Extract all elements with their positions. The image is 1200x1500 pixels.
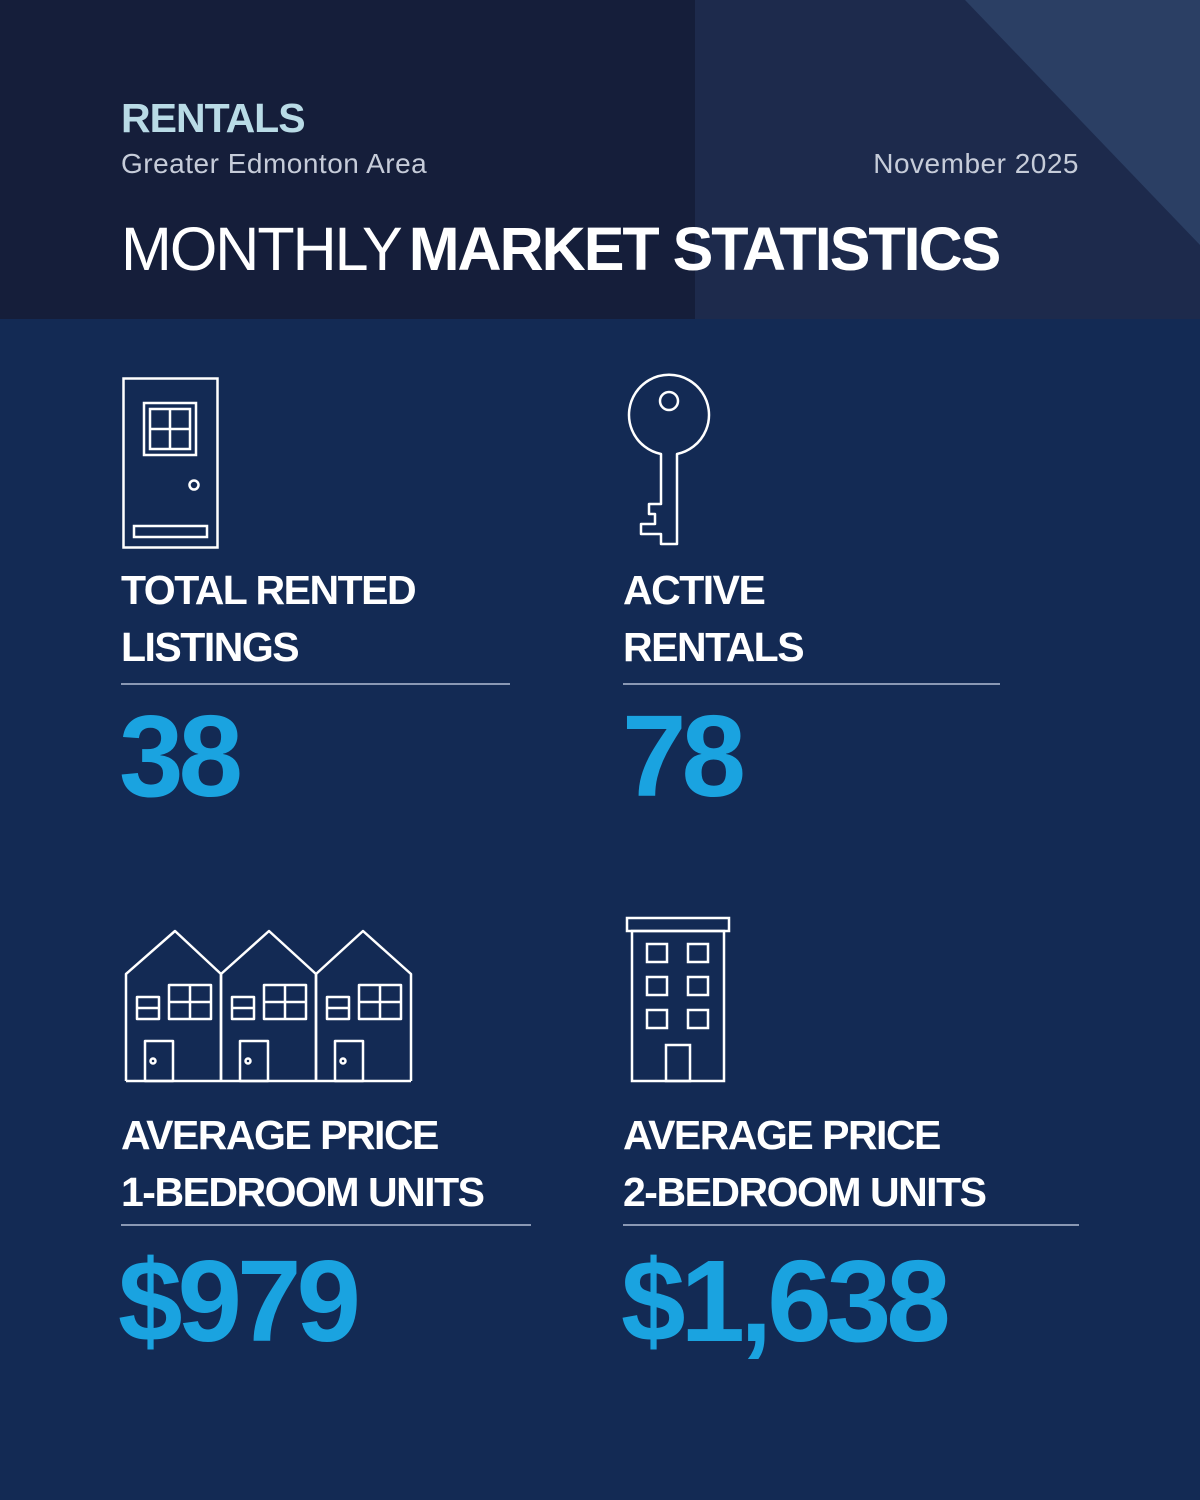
divider [121, 1224, 531, 1226]
stat-label: ACTIVE RENTALS [623, 562, 805, 676]
stat-value: 38 [119, 691, 243, 821]
stat-value: 78 [622, 691, 746, 821]
divider [623, 1224, 1079, 1226]
divider [623, 683, 1000, 685]
divider [121, 683, 510, 685]
stat-label-line2: 1-BEDROOM UNITS [121, 1169, 485, 1215]
stat-label-line1: AVERAGE PRICE [623, 1112, 941, 1158]
stat-label: AVERAGE PRICE 1-BEDROOM UNITS [121, 1107, 485, 1221]
townhouses-icon [124, 929, 413, 1083]
apartment-building-icon [625, 916, 731, 1083]
door-icon [122, 377, 219, 549]
stat-value: $979 [118, 1236, 361, 1366]
stat-label-line2: LISTINGS [121, 624, 300, 670]
stat-label-line1: ACTIVE [623, 567, 766, 613]
page-title-bold: MARKET STATISTICS [408, 215, 1002, 283]
region-label: Greater Edmonton Area [121, 148, 428, 179]
report-date: November 2025 [873, 148, 1079, 179]
page-title-light: MONTHLY [121, 215, 403, 283]
header-banner: RENTALS Greater Edmonton Area November 2… [0, 0, 1200, 319]
stat-label: TOTAL RENTED LISTINGS [121, 562, 417, 676]
key-icon [627, 373, 711, 546]
stat-label: AVERAGE PRICE 2-BEDROOM UNITS [623, 1107, 987, 1221]
stat-value: $1,638 [621, 1236, 951, 1366]
stat-label-line2: 2-BEDROOM UNITS [623, 1169, 987, 1215]
page-title: MONTHLY MARKET STATISTICS [121, 213, 1002, 285]
category-label: RENTALS [121, 95, 306, 141]
stat-label-line1: AVERAGE PRICE [121, 1112, 439, 1158]
stat-label-line2: RENTALS [623, 624, 805, 670]
stat-label-line1: TOTAL RENTED [121, 567, 417, 613]
